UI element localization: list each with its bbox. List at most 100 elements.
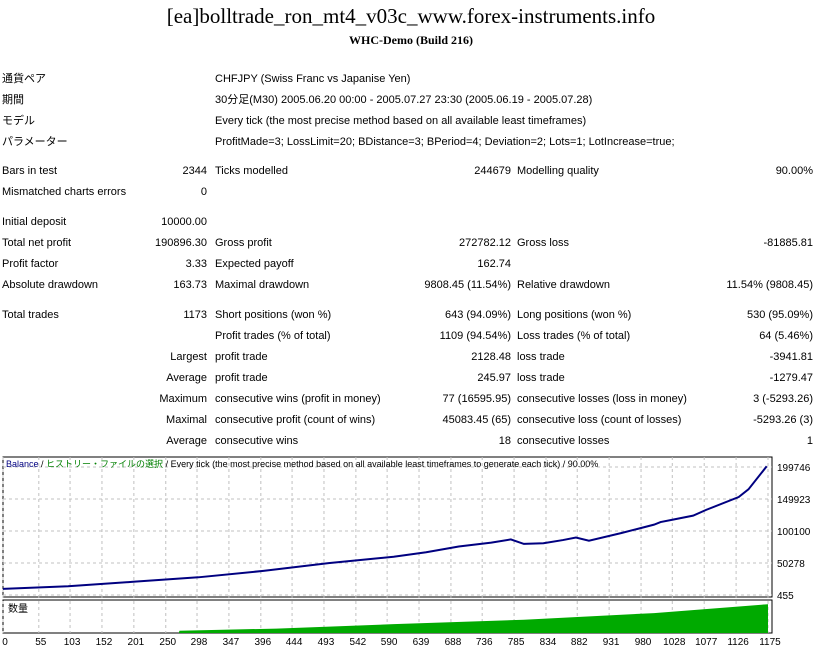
x-tick-label: 931	[603, 637, 620, 648]
stat-v1: 1173	[183, 309, 207, 321]
stat-v1: 10000.00	[161, 216, 207, 228]
stat-l1: Mismatched charts errors	[2, 186, 127, 198]
stat-l2: Expected payoff	[215, 258, 294, 270]
stat-v2: 77 (16595.95)	[442, 393, 512, 405]
stat-v3: -81885.81	[763, 237, 813, 249]
report-subtitle: WHC-Demo (Build 216)	[349, 33, 473, 47]
stats-row: Maximal consecutive profit (count of wins…	[0, 412, 822, 428]
stat-l2: profit trade	[215, 351, 268, 363]
stat-v1: Largest	[170, 351, 207, 363]
stats-row: Profit factor 3.33 Expected payoff 162.74	[0, 256, 822, 272]
stat-l2: Ticks modelled	[215, 165, 288, 177]
x-tick-label: 103	[64, 637, 81, 648]
y-tick-label: 455	[777, 591, 794, 602]
stat-v1: Maximum	[159, 393, 207, 405]
stat-v3: 11.54% (9808.45)	[726, 279, 813, 291]
balance-line	[2, 465, 768, 590]
stat-v2: 1109 (94.54%)	[439, 330, 511, 342]
x-tick-label: 590	[381, 637, 398, 648]
stat-l1: Bars in test	[2, 165, 58, 177]
info-label: モデル	[2, 115, 35, 127]
x-tick-label: 834	[540, 637, 557, 648]
x-tick-label: 980	[635, 637, 652, 648]
stats-row: Total trades 1173 Short positions (won %) 6…	[0, 307, 822, 323]
stats-row: Maximum consecutive wins (profit in money…	[0, 391, 822, 407]
stat-v3: -5293.26 (3)	[753, 414, 813, 426]
x-tick-label: 785	[508, 637, 525, 648]
stat-l1: Absolute drawdown	[2, 279, 99, 291]
info-value: Every tick (the most precise method base…	[215, 115, 587, 127]
stat-l3: consecutive loss (count of losses)	[517, 414, 682, 426]
x-tick-label: 444	[286, 637, 303, 648]
stat-v2: 9808.45 (11.54%)	[424, 279, 511, 291]
x-tick-label: 493	[318, 637, 335, 648]
stat-v2: 245.97	[477, 372, 511, 384]
y-tick-label: 199746	[777, 463, 811, 474]
report-title: [ea]bolltrade_ron_mt4_v03c_www.forex-ins…	[166, 4, 656, 28]
stat-l3: loss trade	[517, 351, 565, 363]
x-tick-label: 1077	[695, 637, 718, 648]
volume-area	[3, 604, 768, 633]
stats-row: Average consecutive wins 18 consecutive los…	[0, 433, 822, 449]
info-value: 30分足(M30) 2005.06.20 00:00 - 2005.07.27 …	[215, 94, 593, 106]
stat-l2: Short positions (won %)	[215, 309, 332, 321]
stat-l1: Profit factor	[2, 258, 59, 270]
stat-l2: consecutive wins (profit in money)	[215, 393, 381, 405]
info-value: CHFJPY (Swiss Franc vs Japanise Yen)	[215, 73, 411, 85]
x-tick-label: 152	[96, 637, 113, 648]
x-tick-label: 298	[191, 637, 208, 648]
stat-v3: 3 (-5293.26)	[753, 393, 813, 405]
stats-row: Profit trades (% of total) 1109 (94.54%) L…	[0, 328, 822, 344]
stats-row: Total net profit 190896.30 Gross profit 272…	[0, 235, 822, 251]
x-tick-label: 1126	[727, 637, 749, 648]
stat-v2: 162.74	[477, 258, 511, 270]
y-tick-label: 50278	[777, 559, 805, 570]
stat-l3: Modelling quality	[517, 165, 599, 177]
stat-v1: Average	[166, 435, 207, 447]
stat-v1: 163.73	[173, 279, 207, 291]
stat-l2: consecutive profit (count of wins)	[215, 414, 376, 426]
stat-v1: Maximal	[166, 414, 207, 426]
x-tick-label: 250	[159, 637, 176, 648]
legend-history[interactable]: ヒストリー・ファイルの選択	[46, 458, 163, 469]
stat-l2: Gross profit	[215, 237, 272, 249]
stat-l1: Total trades	[2, 309, 59, 321]
info-row: 通貨ペア CHFJPY (Swiss Franc vs Japanise Yen)	[0, 71, 822, 87]
stat-v1: 3.33	[185, 258, 207, 270]
info-label: パラメーター	[2, 136, 68, 148]
x-tick-label: 688	[445, 637, 462, 648]
x-tick-label: 1175	[759, 637, 781, 648]
stat-v3: -1279.47	[769, 372, 813, 384]
stat-l2: Maximal drawdown	[215, 279, 310, 291]
legend-desc: / Every tick (the most precise method ba…	[166, 459, 599, 469]
info-row: モデル Every tick (the most precise method b…	[0, 113, 822, 129]
stat-l3: Long positions (won %)	[517, 309, 632, 321]
y-tick-label: 149923	[777, 495, 811, 506]
y-tick-label: 100100	[777, 527, 811, 538]
stat-v1: Average	[166, 372, 207, 384]
stat-l3: Gross loss	[517, 237, 569, 249]
stat-v3: 90.00%	[775, 165, 813, 177]
info-label: 期間	[2, 94, 24, 106]
stats-row: Largest profit trade 2128.48 loss trade -394…	[0, 349, 822, 365]
x-tick-label: 396	[254, 637, 271, 648]
stat-v2: 2128.48	[471, 351, 511, 363]
stat-v2: 643 (94.09%)	[444, 309, 511, 321]
stat-v2: 272782.12	[459, 237, 511, 249]
info-row: パラメーター ProfitMade=3; LossLimit=20; BDista…	[0, 134, 822, 150]
stat-l3: Relative drawdown	[517, 279, 610, 291]
volume-label: 数量	[8, 602, 28, 615]
info-row: 期間 30分足(M30) 2005.06.20 00:00 - 2005.07.2…	[0, 92, 822, 108]
stats-row: Absolute drawdown 163.73 Maximal drawdown 9…	[0, 277, 822, 293]
stat-l3: consecutive losses	[517, 435, 610, 447]
x-tick-label: 0	[2, 637, 8, 648]
stats-row: Initial deposit 10000.00	[0, 214, 822, 230]
stat-v1: 0	[200, 186, 207, 198]
stat-l3: consecutive losses (loss in money)	[517, 393, 687, 405]
stat-v2: 18	[498, 435, 511, 447]
stat-v3: 1	[806, 435, 813, 447]
x-tick-label: 639	[413, 637, 430, 648]
x-tick-label: 55	[35, 637, 47, 648]
stat-l3: Loss trades (% of total)	[517, 330, 631, 342]
stat-v1: 2344	[182, 165, 207, 177]
